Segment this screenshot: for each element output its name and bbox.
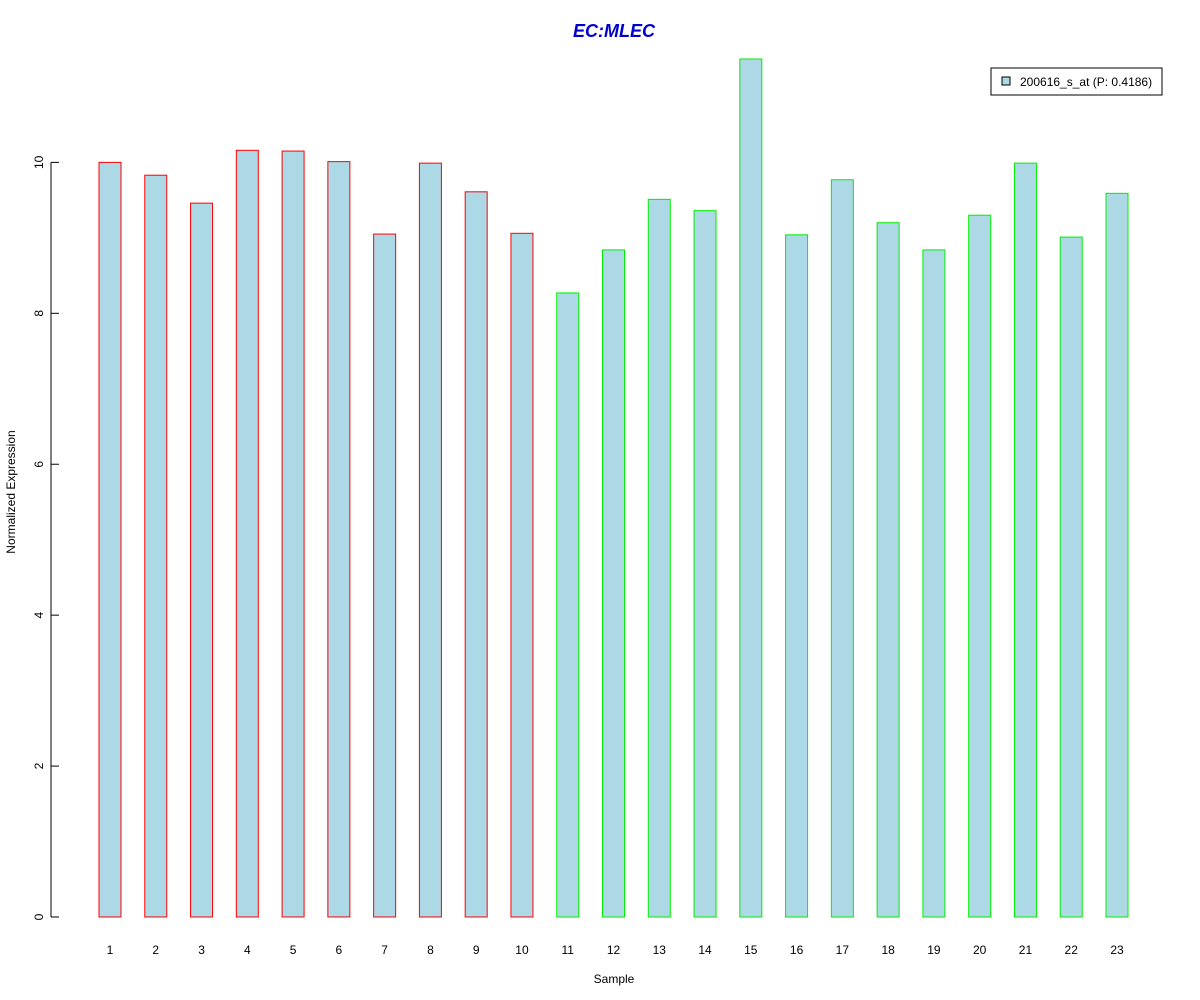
bar-sample-2 [144, 174, 168, 918]
bar-series [98, 58, 1129, 918]
x-axis-label: Sample [594, 972, 635, 986]
bar-sample-8 [418, 162, 442, 918]
x-tick-label: 17 [836, 943, 850, 957]
x-tick-label: 4 [244, 943, 251, 957]
bar-sample-12 [602, 249, 625, 918]
y-tick-label: 8 [32, 310, 46, 317]
x-tick-label: 7 [381, 943, 388, 957]
legend-box [990, 67, 1163, 96]
bar-sample-7 [373, 233, 397, 918]
y-tick-label: 0 [32, 913, 46, 920]
legend-swatch [1001, 76, 1011, 86]
x-axis: 1 2 3 4 5 6 7 8 9 10 11 12 13 14 15 16 17 18 19 20 21 22 23 [107, 943, 1124, 957]
x-tick-label: 2 [152, 943, 159, 957]
bar-sample-20 [968, 214, 992, 918]
bar-sample-3 [190, 202, 214, 918]
bar-sample-1 [98, 161, 122, 918]
y-axis: 0 2 4 6 8 10 [32, 155, 59, 920]
x-tick-label: 14 [698, 943, 712, 957]
bar-sample-5 [281, 150, 305, 918]
bar-sample-19 [922, 249, 946, 918]
x-tick-label: 12 [607, 943, 621, 957]
bar-sample-14 [693, 210, 717, 918]
x-tick-label: 21 [1019, 943, 1033, 957]
y-tick-label: 2 [32, 762, 46, 769]
bar-sample-18 [876, 222, 900, 918]
bar-sample-16 [785, 234, 809, 918]
x-tick-label: 1 [107, 943, 114, 957]
x-tick-label: 23 [1110, 943, 1124, 957]
bar-sample-11 [556, 292, 580, 918]
legend: 200616_s_at (P: 0.4186) [990, 67, 1163, 96]
x-tick-label: 15 [744, 943, 758, 957]
x-tick-label: 16 [790, 943, 804, 957]
x-tick-label: 6 [336, 943, 343, 957]
y-tick-label: 6 [32, 461, 46, 468]
bar-sample-10 [510, 232, 534, 918]
x-tick-label: 8 [427, 943, 434, 957]
y-tick-label: 4 [32, 611, 46, 618]
bar-sample-6 [327, 161, 351, 918]
x-tick-label: 3 [198, 943, 205, 957]
legend-label: 200616_s_at (P: 0.4186) [1020, 75, 1152, 89]
x-tick-label: 13 [653, 943, 667, 957]
x-tick-label: 20 [973, 943, 987, 957]
bar-sample-23 [1105, 192, 1129, 918]
bar-sample-22 [1059, 236, 1083, 918]
bar-sample-9 [464, 191, 488, 918]
x-tick-label: 10 [515, 943, 529, 957]
x-tick-label: 9 [473, 943, 480, 957]
x-tick-label: 5 [290, 943, 297, 957]
bar-sample-13 [647, 198, 671, 918]
chart-title: EC:MLEC [573, 21, 656, 41]
x-tick-label: 22 [1065, 943, 1079, 957]
x-tick-label: 18 [881, 943, 895, 957]
bar-sample-17 [830, 179, 854, 918]
y-axis-label: Normalized Expression [4, 430, 18, 553]
x-tick-label: 11 [561, 943, 574, 957]
bar-sample-21 [1013, 162, 1037, 918]
y-tick-label: 10 [32, 155, 46, 169]
bar-sample-15 [739, 58, 763, 918]
x-tick-label: 19 [927, 943, 941, 957]
bar-sample-4 [235, 149, 259, 918]
